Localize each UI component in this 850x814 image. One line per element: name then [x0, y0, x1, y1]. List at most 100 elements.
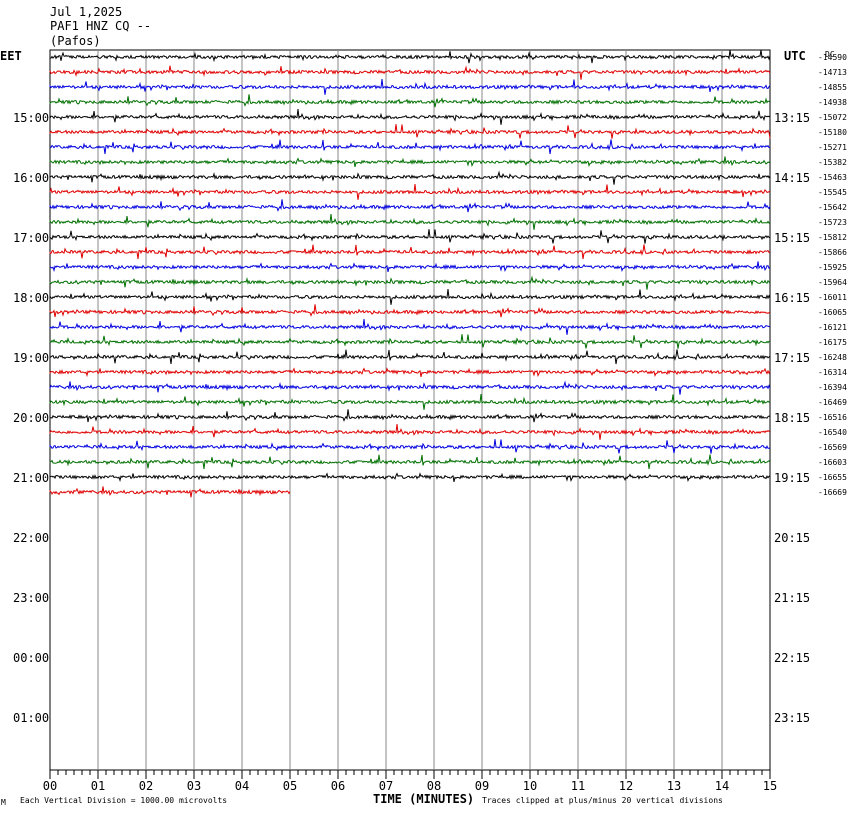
trace-13: [49, 229, 771, 244]
x-tick-label: 15: [762, 779, 778, 793]
location-label: (Pafos): [50, 34, 101, 48]
right-hour-label: 13:15: [774, 111, 810, 125]
dc-offset-label: -16569: [818, 443, 847, 452]
dc-offset-label: -15072: [818, 113, 847, 122]
x-tick-label: 00: [42, 779, 58, 793]
trace-10: [49, 183, 771, 200]
x-tick-label: 08: [426, 779, 442, 793]
x-tick-label: 06: [330, 779, 346, 793]
dc-offset-label: -15866: [818, 248, 847, 257]
trace-9: [49, 170, 771, 185]
dc-offset-label: -16011: [818, 293, 847, 302]
scale-note: Each Vertical Division = 1000.00 microvo…: [20, 796, 228, 805]
trace-7: [49, 139, 771, 155]
dc-offset-label: -15271: [818, 143, 847, 152]
trace-4: [49, 94, 771, 108]
x-tick-label: 10: [522, 779, 538, 793]
dc-offset-label: -16540: [818, 428, 847, 437]
trace-30: [49, 486, 291, 498]
x-axis-title: TIME (MINUTES): [373, 792, 475, 806]
left-hour-label: 19:00: [13, 351, 49, 365]
x-tick-label: 14: [714, 779, 730, 793]
right-hour-label: 14:15: [774, 171, 810, 185]
x-tick-label: 13: [666, 779, 682, 793]
trace-27: [49, 439, 771, 454]
right-hour-label: 16:15: [774, 291, 810, 305]
right-hour-label: 20:15: [774, 531, 810, 545]
right-hour-label: 23:15: [774, 711, 810, 725]
station-label: PAF1 HNZ CQ --: [50, 19, 152, 33]
trace-20: [49, 334, 771, 349]
date-label: Jul 1,2025: [50, 5, 123, 19]
x-tick-label: 03: [186, 779, 202, 793]
right-timezone-label: UTC: [784, 49, 806, 63]
x-tick-label: 09: [474, 779, 490, 793]
right-hour-label: 17:15: [774, 351, 810, 365]
dc-offset-label: -15723: [818, 218, 847, 227]
dc-offset-label: -16065: [818, 308, 847, 317]
trace-21: [49, 349, 771, 365]
dc-offset-label: -15642: [818, 203, 847, 212]
trace-26: [49, 424, 771, 440]
trace-3: [49, 78, 771, 95]
trace-25: [49, 409, 771, 423]
trace-19: [49, 319, 770, 335]
dc-offset-label: -15463: [818, 173, 847, 182]
dc-label: DC: [825, 50, 835, 59]
right-hour-label: 18:15: [774, 411, 810, 425]
dc-offset-label: -15382: [818, 158, 847, 167]
trace-12: [49, 214, 771, 230]
dc-offset-label: -16516: [818, 413, 847, 422]
trace-23: [49, 380, 771, 395]
left-hour-label: 17:00: [13, 231, 49, 245]
trace-18: [49, 304, 771, 318]
plot-frame: [49, 49, 771, 771]
right-hour-label: 15:15: [774, 231, 810, 245]
dc-offset-label: -16469: [818, 398, 847, 407]
x-tick-label: 05: [282, 779, 298, 793]
trace-2: [49, 65, 771, 80]
trace-8: [49, 156, 771, 168]
trace-15: [49, 261, 771, 273]
dc-offset-label: -15545: [818, 188, 847, 197]
x-tick-label: 02: [138, 779, 154, 793]
dc-offset-label: -14713: [818, 68, 847, 77]
dc-offset-label: -16394: [818, 383, 847, 392]
left-hour-label: 01:00: [13, 711, 49, 725]
dc-offset-label: -16314: [818, 368, 847, 377]
dc-offset-label: -15812: [818, 233, 847, 242]
x-tick-label: 12: [618, 779, 634, 793]
left-hour-label: 20:00: [13, 411, 49, 425]
left-hour-label: 16:00: [13, 171, 49, 185]
dc-offset-label: -16669: [818, 488, 847, 497]
dc-offset-label: -15925: [818, 263, 847, 272]
corner-mark: M: [1, 798, 6, 807]
clip-note: Traces clipped at plus/minus 20 vertical…: [482, 796, 723, 805]
trace-5: [49, 109, 771, 125]
dc-offset-label: -16655: [818, 473, 847, 482]
trace-29: [49, 472, 771, 483]
dc-offset-label: -16603: [818, 458, 847, 467]
trace-6: [49, 124, 771, 139]
left-hour-label: 22:00: [13, 531, 49, 545]
x-tick-label: 07: [378, 779, 394, 793]
trace-1: [49, 49, 771, 64]
dc-offset-label: -15180: [818, 128, 847, 137]
right-hour-label: 21:15: [774, 591, 810, 605]
dc-offset-label: -14855: [818, 83, 847, 92]
trace-24: [49, 393, 771, 410]
dc-offset-label: -14590: [818, 53, 847, 62]
trace-22: [49, 367, 771, 378]
x-tick-label: 11: [570, 779, 586, 793]
trace-17: [49, 288, 771, 305]
left-hour-label: 23:00: [13, 591, 49, 605]
trace-14: [49, 244, 771, 260]
trace-11: [49, 199, 771, 213]
right-hour-label: 22:15: [774, 651, 810, 665]
trace-28: [49, 454, 771, 470]
x-tick-label: 04: [234, 779, 250, 793]
trace-16: [49, 275, 771, 290]
dc-offset-label: -16248: [818, 353, 847, 362]
dc-offset-label: -14938: [818, 98, 847, 107]
